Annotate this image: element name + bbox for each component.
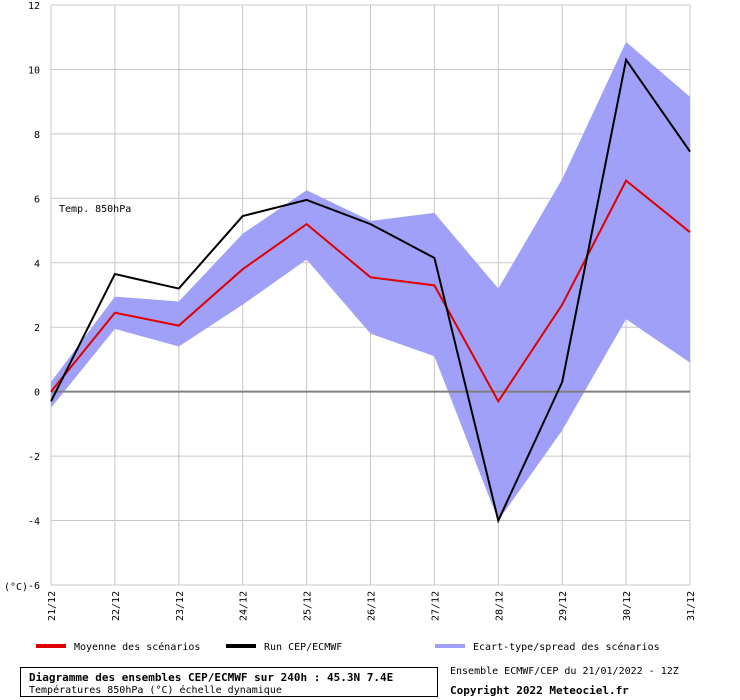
y-axis-ticks: -6 -4 -2 0 2 4 6 8 10 12 xyxy=(28,1,40,592)
x-tick-label: 21/12 xyxy=(47,591,58,621)
ensemble-chart: -6 -4 -2 0 2 4 6 8 10 12 21/12 22/12 23/12 24/12 25/1… xyxy=(4,1,697,653)
y-tick-label: 10 xyxy=(28,65,40,76)
x-tick-label: 26/12 xyxy=(367,591,378,621)
legend-label-run: Run CEP/ECMWF xyxy=(264,642,342,653)
y-tick-label: 12 xyxy=(28,1,40,12)
x-tick-label: 30/12 xyxy=(622,591,633,621)
x-axis-ticks: 21/12 22/12 23/12 24/12 25/12 26/12 27/12 28/12… xyxy=(47,591,697,621)
y-tick-label: -2 xyxy=(28,452,40,463)
y-tick-label: 6 xyxy=(34,194,40,205)
legend: Moyenne des scénarios Run CEP/ECMWF Ecar… xyxy=(36,641,660,653)
series-line-run xyxy=(50,57,691,524)
y-tick-label: -6 xyxy=(28,581,40,592)
x-tick-label: 22/12 xyxy=(111,591,122,621)
y-tick-label: 4 xyxy=(34,259,40,270)
y-tick-label: 0 xyxy=(34,388,40,399)
x-tick-label: 23/12 xyxy=(175,591,186,621)
x-tick-label: 28/12 xyxy=(494,591,505,621)
chart-title: Diagramme des ensembles CEP/ECMWF sur 24… xyxy=(29,671,394,684)
y-tick-label: -4 xyxy=(28,517,40,528)
legend-swatch-spread xyxy=(435,644,465,648)
x-tick-label: 24/12 xyxy=(239,591,250,621)
y-tick-label: 8 xyxy=(34,130,40,141)
x-tick-label: 27/12 xyxy=(430,591,441,621)
x-tick-label: 25/12 xyxy=(303,591,314,621)
chart-annotation: Temp. 850hPa xyxy=(59,204,131,215)
series-line-mean xyxy=(50,179,691,404)
y-tick-label: 2 xyxy=(34,323,40,334)
copyright: Copyright 2022 Meteociel.fr xyxy=(450,684,629,697)
chart-info-box: Diagramme des ensembles CEP/ECMWF sur 24… xyxy=(20,667,438,697)
spread-band xyxy=(51,42,690,521)
series-lines xyxy=(50,57,691,524)
x-tick-label: 31/12 xyxy=(686,591,697,621)
unit-label: (°C) xyxy=(4,582,28,593)
chart-subtitle: Températures 850hPa (°C) échelle dynamiq… xyxy=(29,685,282,696)
ensemble-info: Ensemble ECMWF/CEP du 21/01/2022 - 12Z xyxy=(450,666,679,677)
legend-label-spread: Ecart-type/spread des scénarios xyxy=(473,641,660,653)
legend-swatch-run xyxy=(226,644,256,648)
x-tick-label: 29/12 xyxy=(558,591,569,621)
legend-label-mean: Moyenne des scénarios xyxy=(74,641,200,653)
legend-swatch-mean xyxy=(36,644,66,648)
